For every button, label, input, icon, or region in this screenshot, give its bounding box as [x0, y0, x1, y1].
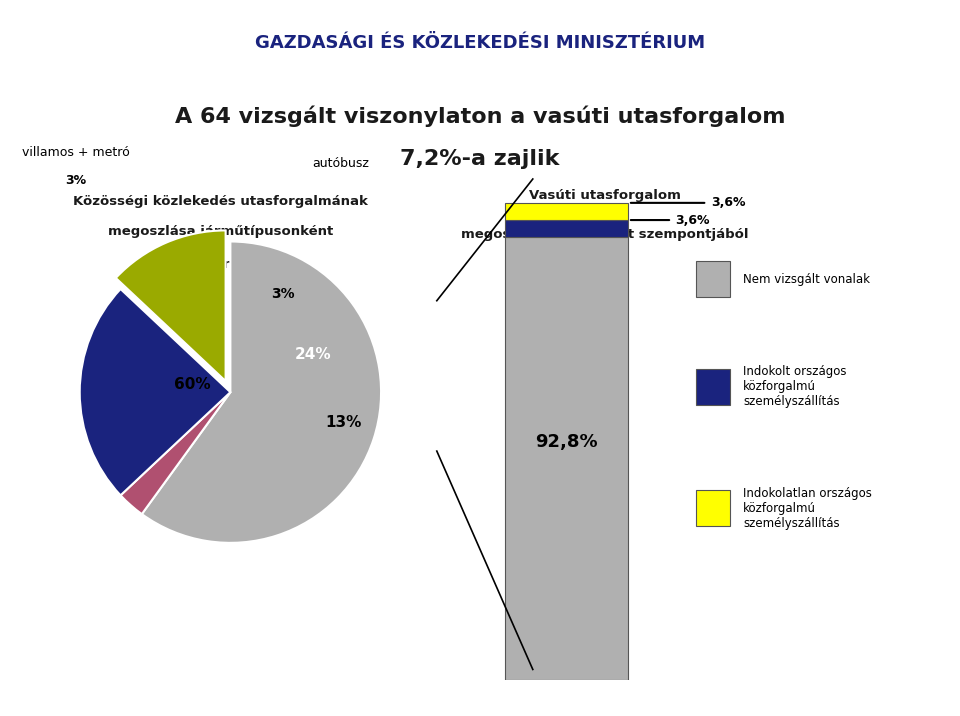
Text: Magyarországon: Magyarországon: [158, 258, 283, 271]
Text: Indokolatlan országos
közforgalmú
személyszállítás: Indokolatlan országos közforgalmú személ…: [743, 487, 872, 530]
Wedge shape: [80, 289, 230, 495]
Wedge shape: [116, 231, 226, 381]
Text: Indokolt országos
közforgalmú
személyszállítás: Indokolt országos közforgalmú személyszá…: [743, 365, 847, 408]
Text: megoszlása járműtípusonként: megoszlása járműtípusonként: [108, 226, 333, 238]
Bar: [696, 261, 730, 297]
Text: 3,6%: 3,6%: [676, 213, 710, 226]
Text: villamos + metró: villamos + metró: [22, 147, 130, 160]
Bar: [505, 203, 628, 220]
Text: 3,6%: 3,6%: [710, 196, 745, 209]
Text: 7,2%-a zajlik: 7,2%-a zajlik: [400, 149, 560, 169]
Text: 60%: 60%: [175, 377, 211, 392]
Text: Közösségi közlekedés utasforgalmának: Közösségi közlekedés utasforgalmának: [73, 195, 369, 208]
Bar: [696, 490, 730, 526]
Text: A 64 vizsgált viszonylaton a vasúti utasforgalom: A 64 vizsgált viszonylaton a vasúti utas…: [175, 105, 785, 127]
Text: 3%: 3%: [65, 174, 86, 187]
Text: 24%: 24%: [295, 347, 331, 362]
Wedge shape: [121, 392, 230, 514]
Text: megoszlása a vizsgálat szempontjából: megoszlása a vizsgálat szempontjából: [461, 228, 749, 241]
Text: GAZDASÁGI ÉS KÖZLEKEDÉSI MINISZTÉRIUM: GAZDASÁGI ÉS KÖZLEKEDÉSI MINISZTÉRIUM: [255, 34, 705, 52]
Text: 13%: 13%: [325, 415, 362, 430]
Text: 3%: 3%: [272, 287, 295, 301]
Text: vasút: vasút: [514, 466, 548, 479]
Text: Vasúti utasforgalom: Vasúti utasforgalom: [529, 189, 681, 202]
Text: autóbusz: autóbusz: [312, 157, 370, 170]
Wedge shape: [142, 241, 381, 543]
Bar: [505, 220, 628, 237]
Text: 92,8%: 92,8%: [535, 432, 598, 450]
Bar: [505, 237, 628, 680]
Bar: [696, 369, 730, 405]
Text: Nem vizsgált vonalak: Nem vizsgált vonalak: [743, 273, 870, 286]
